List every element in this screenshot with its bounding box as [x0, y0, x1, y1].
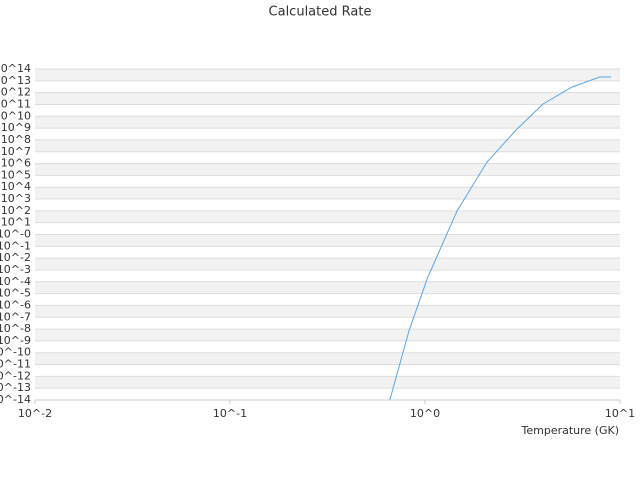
y-tick-label: 10^5	[1, 168, 31, 181]
y-tick-label: 10^14	[0, 62, 31, 75]
grid-band	[35, 329, 620, 341]
grid-band	[35, 163, 620, 176]
y-tick-label: 10^-3	[0, 263, 31, 276]
y-tick-label: 10^-0	[0, 228, 31, 241]
x-tick-label: 10^-1	[213, 407, 247, 420]
grid-band	[35, 210, 620, 223]
grid-band	[35, 352, 620, 365]
y-tick-label: 10^11	[0, 97, 31, 110]
x-tick-label: 10^-2	[18, 407, 52, 420]
x-axis-label: Temperature (GK)	[521, 424, 620, 437]
y-tick-label: 10^-9	[0, 334, 31, 347]
y-tick-label: 10^-7	[0, 310, 31, 323]
y-tick-label: 10^-13	[0, 381, 31, 394]
y-tick-label: 10^1	[1, 216, 31, 229]
y-tick-label: 10^-4	[0, 275, 31, 288]
grid-band	[35, 234, 620, 247]
y-tick-label: 10^10	[0, 109, 31, 122]
data-line	[389, 76, 612, 401]
y-tick-label: 10^6	[1, 157, 31, 170]
y-tick-label: 10^-14	[0, 393, 31, 406]
y-tick-label: 10^7	[1, 145, 31, 158]
grid-band	[35, 305, 620, 318]
y-tick-label: 10^-5	[0, 287, 31, 300]
y-tick-label: 10^2	[1, 204, 31, 217]
y-tick-label: 10^-8	[0, 322, 31, 335]
grid-band	[35, 258, 620, 270]
grid-band	[35, 69, 620, 81]
y-tick-label: 10^9	[1, 121, 31, 134]
grid-band	[35, 281, 620, 294]
y-tick-label: 10^4	[1, 180, 31, 193]
x-tick-label: 10^0	[410, 407, 440, 420]
chart-title: Calculated Rate	[269, 5, 372, 20]
y-tick-label: 10^12	[0, 86, 31, 99]
y-tick-label: 10^-1	[0, 239, 31, 252]
x-tick-label: 10^1	[605, 407, 635, 420]
grid-band	[35, 92, 620, 105]
y-tick-label: 10^-2	[0, 251, 31, 264]
grid-band	[35, 116, 620, 129]
y-tick-label: 10^3	[1, 192, 31, 205]
grid-band	[35, 139, 620, 152]
grid-band	[35, 376, 620, 389]
y-tick-label: 10^-12	[0, 369, 31, 382]
y-tick-label: 10^13	[0, 74, 31, 87]
y-tick-label: 10^8	[1, 133, 31, 146]
y-tick-label: 10^-6	[0, 298, 31, 311]
y-tick-label: 10^-11	[0, 358, 31, 371]
y-tick-label: 10^-10	[0, 346, 31, 359]
grid-band	[35, 187, 620, 200]
